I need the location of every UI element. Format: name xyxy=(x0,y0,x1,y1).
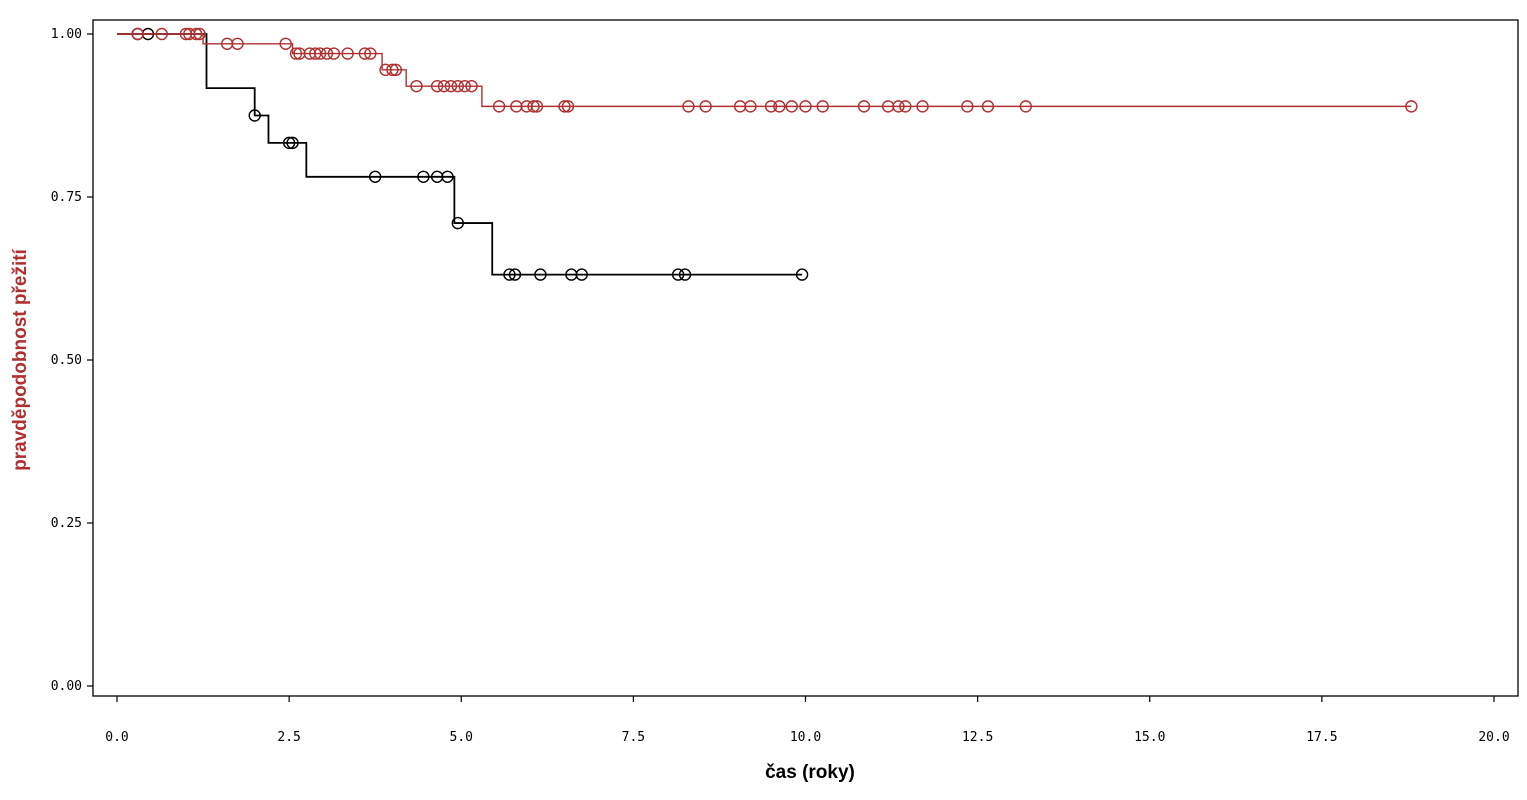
censor-marker xyxy=(358,47,372,60)
x-tick-label: 5.0 xyxy=(450,730,473,745)
censor-marker xyxy=(451,216,465,230)
censor-marker xyxy=(508,268,522,281)
censor-marker xyxy=(410,79,423,93)
censor-marker xyxy=(327,47,341,60)
y-tick-label: 1.00 xyxy=(51,27,82,42)
censor-marker xyxy=(341,47,354,60)
censor-marker xyxy=(961,100,974,113)
censor-marker xyxy=(503,268,516,281)
censor-marker xyxy=(764,100,778,113)
censor-marker xyxy=(492,100,506,113)
y-axis: 0.00 0.25 0.50 0.75 1.00 xyxy=(51,27,93,694)
y-tick-label: 0.75 xyxy=(51,190,82,205)
censor-marker xyxy=(678,268,692,281)
censor-marker xyxy=(558,100,571,113)
censor-marker xyxy=(1405,100,1418,113)
censor-marker xyxy=(816,100,829,113)
censor-marker xyxy=(530,100,544,113)
censor-marker xyxy=(575,268,588,281)
censor-marker xyxy=(320,47,334,60)
x-tick-label: 20.0 xyxy=(1478,730,1509,745)
censor-marker xyxy=(313,47,327,60)
censor-marker xyxy=(286,136,299,150)
censor-marker xyxy=(857,100,871,113)
plot-frame xyxy=(92,19,1519,697)
censor-marker xyxy=(1019,100,1033,113)
censor-marker xyxy=(430,79,444,93)
survival-step-line xyxy=(117,33,1412,108)
censor-marker xyxy=(981,100,995,113)
censor-marker xyxy=(231,37,244,50)
y-tick-label: 0.25 xyxy=(51,516,82,531)
censor-marker xyxy=(368,170,382,183)
censor-marker xyxy=(309,47,322,60)
censor-marker xyxy=(682,100,695,113)
censor-marker xyxy=(417,170,430,183)
series-red_series xyxy=(117,27,1418,113)
censor-marker xyxy=(451,79,465,93)
censor-marker xyxy=(248,109,261,122)
censor-marker xyxy=(389,63,403,77)
censor-marker xyxy=(773,100,786,113)
y-tick-label: 0.50 xyxy=(51,353,82,368)
censor-marker xyxy=(444,79,458,93)
x-tick-label: 2.5 xyxy=(277,730,300,745)
censor-marker xyxy=(534,268,547,281)
x-tick-label: 0.0 xyxy=(105,730,128,745)
censor-marker xyxy=(155,27,168,41)
censor-marker xyxy=(458,79,471,93)
censor-marker xyxy=(131,27,144,41)
censor-marker xyxy=(785,100,798,113)
censor-marker xyxy=(795,268,809,281)
censor-marker xyxy=(279,37,292,50)
censor-marker xyxy=(699,100,712,113)
x-axis: 0.0 2.5 5.0 7.5 10.0 12.5 15.0 17.5 20.0 xyxy=(105,696,1510,745)
y-tick-label: 0.00 xyxy=(51,679,82,694)
censor-marker xyxy=(899,100,912,113)
censor-marker xyxy=(671,268,685,281)
survival-step-line xyxy=(117,33,803,276)
x-tick-label: 17.5 xyxy=(1306,730,1337,745)
censor-marker xyxy=(289,47,303,60)
x-tick-label: 7.5 xyxy=(622,730,645,745)
censor-marker xyxy=(916,100,929,113)
censor-marker xyxy=(441,170,454,183)
censor-marker xyxy=(799,100,812,113)
censor-marker xyxy=(386,63,399,77)
x-axis-title: čas (roky) xyxy=(765,762,855,783)
censor-marker xyxy=(465,79,478,93)
censor-marker xyxy=(561,100,575,113)
series-black_series xyxy=(117,27,809,281)
censor-marker xyxy=(282,136,296,150)
series-layer xyxy=(117,27,1418,281)
x-tick-label: 10.0 xyxy=(790,730,821,745)
censor-marker xyxy=(437,79,451,93)
censor-marker xyxy=(527,100,540,113)
censor-marker xyxy=(193,27,206,41)
censor-marker xyxy=(892,100,905,113)
y-axis-title: pravděpodobnost přežití xyxy=(10,248,31,470)
x-tick-label: 12.5 xyxy=(962,730,993,745)
x-tick-label: 15.0 xyxy=(1134,730,1165,745)
censor-marker xyxy=(744,100,757,113)
censor-marker xyxy=(364,47,377,60)
censor-marker xyxy=(189,27,203,41)
